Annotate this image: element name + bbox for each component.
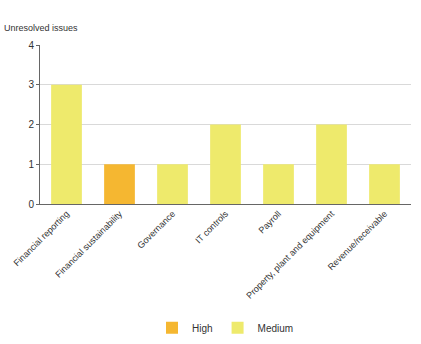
svg-text:IT controls: IT controls (193, 208, 230, 245)
svg-text:4: 4 (28, 40, 34, 51)
svg-text:High: High (192, 323, 213, 334)
svg-text:Financial reporting: Financial reporting (12, 209, 71, 268)
svg-text:0: 0 (28, 199, 34, 210)
svg-text:Property, plant and equipment: Property, plant and equipment (244, 208, 336, 300)
svg-text:Governance: Governance (135, 209, 177, 251)
svg-text:Financial sustainability: Financial sustainability (53, 208, 124, 279)
svg-text:2: 2 (28, 119, 34, 130)
svg-text:Medium: Medium (258, 323, 294, 334)
svg-text:Unresolved issues: Unresolved issues (4, 23, 78, 33)
svg-text:Payroll: Payroll (257, 209, 284, 236)
svg-text:Revenue/receivable: Revenue/receivable (326, 209, 389, 272)
svg-text:1: 1 (28, 159, 34, 170)
svg-text:3: 3 (28, 79, 34, 90)
